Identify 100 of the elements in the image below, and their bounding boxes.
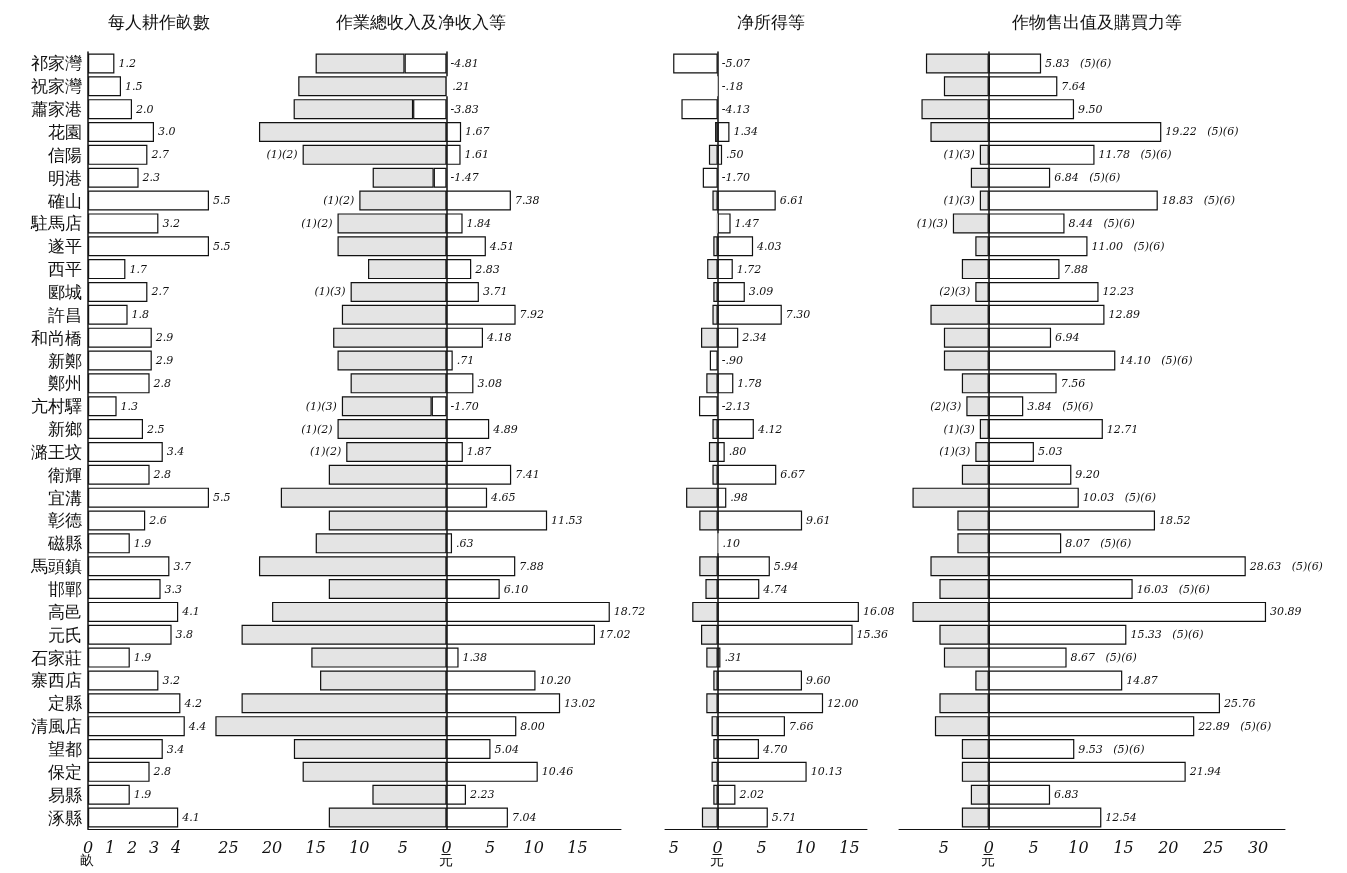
data-label: 1.84 (466, 216, 492, 230)
data-label: 18.83 (5)(6) (1161, 194, 1235, 208)
data-label: 4.12 (756, 422, 783, 436)
y-tick-label: 駐馬店 (30, 213, 82, 234)
data-label: 7.56 (1060, 376, 1086, 390)
annotation: (1)(3) (943, 148, 975, 162)
data-label: 2.0 (135, 102, 154, 116)
data-label: 4.4 (187, 719, 207, 733)
data-label: 7.92 (519, 308, 545, 322)
data-label: 1.8 (131, 308, 150, 322)
data-label: 6.84 (5)(6) (1054, 171, 1121, 185)
data-label: 4.03 (756, 239, 782, 253)
data-label: -2.13 (721, 399, 750, 413)
chart-title: 作業總收入及净收入等 (335, 11, 506, 32)
y-tick-label: 馬頭鎮 (30, 556, 82, 577)
data-label: 6.67 (780, 468, 805, 482)
data-label: 7.88 (519, 559, 544, 573)
x-tick-label: 5 (485, 837, 496, 857)
x-tick-label: 5 (756, 837, 767, 857)
data-label: .98 (730, 491, 748, 505)
x-tick-label: 5 (668, 837, 679, 857)
data-label: 28.63 (5)(6) (1248, 559, 1323, 573)
x-tick-label: 20 (260, 837, 283, 857)
chart-title: 净所得等 (737, 11, 805, 32)
data-label: 4.18 (486, 331, 512, 345)
y-tick-label: 保定 (48, 761, 82, 782)
data-label: 5.04 (494, 742, 519, 756)
data-label: .50 (726, 148, 744, 162)
data-label: 14.87 (1126, 673, 1158, 687)
data-label: 2.8 (152, 376, 172, 390)
annotation: (1)(3) (943, 194, 975, 208)
data-label: 2.02 (738, 788, 764, 802)
data-label: -1.70 (450, 399, 479, 413)
data-label: 3.09 (748, 285, 774, 299)
data-label: 2.3 (141, 171, 161, 185)
y-tick-label: 元氏 (48, 624, 82, 645)
data-label: 1.78 (737, 376, 762, 390)
data-label: .71 (456, 354, 475, 368)
data-label: 2.6 (148, 513, 167, 527)
data-label: 1.87 (466, 445, 492, 459)
data-label: 1.61 (464, 148, 490, 162)
data-label: 10.03 (5)(6) (1082, 491, 1156, 505)
data-label: 4.89 (492, 422, 518, 436)
data-label: 5.5 (213, 194, 231, 208)
data-label: 4.1 (181, 811, 200, 825)
x-tick-label: 4 (169, 837, 182, 857)
y-tick-label: 潞王坟 (31, 441, 82, 462)
data-label: 30.89 (1270, 605, 1302, 619)
data-label: 2.7 (150, 285, 169, 299)
data-label: 1.72 (736, 262, 762, 276)
annotation: (2)(3) (930, 399, 962, 413)
data-label: 4.70 (761, 742, 788, 756)
y-tick-label: 高邑 (48, 601, 82, 622)
data-label: 17.02 (599, 628, 631, 642)
data-label: 11.00 (5)(6) (1091, 239, 1165, 253)
data-label: 2.9 (154, 331, 174, 345)
data-label: 6.10 (503, 582, 529, 596)
annotation: (1)(2) (310, 445, 342, 459)
y-tick-label: 涿縣 (48, 807, 82, 828)
data-label: 18.52 (1159, 513, 1191, 527)
x-tick-label: 5 (1028, 837, 1039, 857)
data-label: 18.72 (613, 605, 646, 619)
data-label: 12.23 (1102, 285, 1135, 299)
data-label: 10.20 (539, 673, 572, 687)
annotation: (2)(3) (939, 285, 971, 299)
data-label: 6.83 (1054, 788, 1079, 802)
data-label: 1.3 (120, 399, 139, 413)
data-label: 2.34 (741, 331, 767, 345)
y-tick-label: 西平 (48, 259, 82, 280)
y-tick-label: 石家莊 (31, 647, 82, 668)
data-label: 5.5 (213, 491, 231, 505)
data-label: -4.13 (721, 102, 750, 116)
data-label: -1.70 (721, 171, 750, 185)
x-tick-label: 25 (1202, 837, 1224, 857)
data-label: 8.00 (520, 719, 545, 733)
data-label: 1.34 (733, 125, 758, 139)
data-label: 8.07 (5)(6) (1065, 536, 1132, 550)
annotation: (1)(2) (301, 422, 333, 436)
data-label: 7.66 (788, 719, 814, 733)
chart-title: 作物售出值及購買力等 (1011, 11, 1182, 32)
data-label: 1.2 (118, 56, 136, 70)
data-label: 19.22 (5)(6) (1165, 125, 1239, 139)
data-label: 7.64 (1061, 79, 1086, 93)
annotation: (1)(2) (266, 148, 298, 162)
data-label: 6.94 (1055, 331, 1080, 345)
data-label: 7.88 (1063, 262, 1088, 276)
x-tick-label: 10 (349, 837, 370, 857)
x-tick-label: 10 (523, 837, 544, 857)
x-tick-label: 2 (125, 837, 138, 857)
data-label: 9.50 (1078, 102, 1103, 116)
data-label: 5.83 (5)(6) (1045, 56, 1112, 70)
annotation: (1)(2) (301, 216, 333, 230)
data-label: 9.61 (806, 513, 831, 527)
y-tick-label: 遂平 (48, 236, 82, 257)
data-label: 9.20 (1075, 468, 1100, 482)
y-tick-label: 邯鄲 (48, 579, 82, 600)
data-label: 2.5 (146, 422, 165, 436)
y-tick-label: 寨西店 (31, 670, 82, 691)
data-label: 4.51 (488, 239, 515, 253)
annotation: (1)(2) (323, 194, 355, 208)
